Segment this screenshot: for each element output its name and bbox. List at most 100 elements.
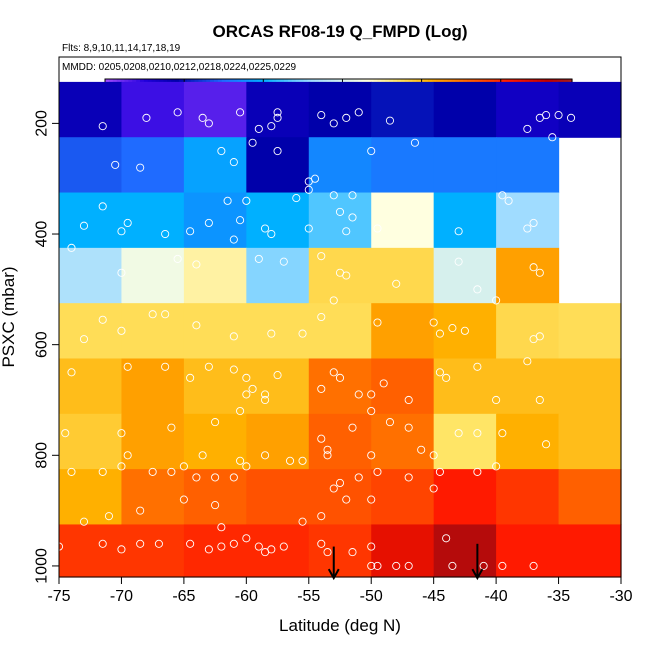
x-tick-label: -35 [547,588,570,605]
observation-point [229,365,238,374]
observation-point [310,174,320,183]
observation-point [317,539,326,548]
heatmap-cell [558,413,622,470]
observation-point [161,362,170,371]
heatmap-cell [246,81,310,138]
observation-point [385,116,395,125]
observation-point [186,539,195,548]
y-tick-label: 800 [34,442,51,469]
observation-point [236,456,245,465]
heatmap-cell [246,247,310,304]
observation-point [323,548,332,557]
observation-point [117,227,126,236]
observation-point [229,235,238,244]
heatmap-cells [59,81,622,578]
heatmap-cell [183,413,247,470]
x-axis: -75 -70 -65 -60 -55 -50 -45 -40 -35 -30 [47,577,633,605]
observation-point [404,395,413,405]
observation-point [148,467,157,476]
observation-point [498,191,507,200]
observation-point [142,113,151,122]
heatmap-cell [308,358,372,415]
observation-point [454,429,463,438]
observation-point [117,326,126,335]
heatmap-cell [433,358,497,415]
heatmap-cell [371,137,435,194]
y-tick-label: 600 [34,331,51,358]
observation-point [285,456,295,465]
heatmap-cell [183,303,247,360]
observation-point [123,362,132,371]
observation-point [385,418,395,427]
observation-point [367,451,376,460]
heatmap-cell [433,137,497,194]
observation-point [529,561,538,570]
x-tick-label: -30 [609,588,632,605]
observation-point [198,451,207,460]
observation-point [242,390,251,399]
heatmap-cell [371,469,435,526]
observation-point [473,285,482,294]
observation-point [67,368,76,377]
x-axis-label: Latitude (deg N) [279,616,401,635]
heatmap-cell [371,413,435,470]
heatmap-cell [59,303,123,360]
heatmap-cell [496,358,560,415]
observation-point [217,542,226,551]
heatmap-cell [371,81,435,138]
observation-point [98,122,107,131]
heatmap-cell [121,469,185,526]
observation-point [335,207,345,216]
heatmap-cell [183,524,247,578]
observation-point [329,191,338,200]
observation-point [348,191,357,200]
observation-point [473,467,482,476]
heatmap-cell [246,469,310,526]
observation-point [404,473,413,482]
flights-label: Flts: 8,9,10,11,14,17,18,19 [62,43,181,54]
heatmap-cell [371,358,435,415]
observation-point [429,318,438,327]
observation-point [542,440,551,449]
observation-point [192,473,201,482]
observation-point [504,196,513,205]
observation-point [186,227,195,236]
observation-points [54,108,576,570]
heatmap-cell [59,358,123,415]
observation-point [248,138,257,147]
observation-point [410,138,419,147]
x-tick-label: -75 [47,588,70,605]
observation-point [479,561,488,570]
heatmap-cell [121,303,185,360]
observation-point [329,296,338,305]
heatmap-cell [308,303,372,360]
observation-point [229,473,238,482]
y-tick-label: 200 [34,110,51,137]
observation-point [304,224,313,233]
y-tick-label: 400 [34,221,51,248]
heatmap-cell [121,247,185,304]
observation-point [342,227,351,236]
observation-point [317,312,326,322]
observation-point [279,257,288,266]
observation-point [242,462,251,471]
observation-point [535,395,544,405]
observation-point [435,368,444,377]
observation-point [273,371,282,380]
observation-point [267,122,276,131]
observation-point [317,252,326,261]
observation-point [173,254,182,263]
observation-point [111,160,120,169]
observation-point [323,445,332,454]
observation-point [442,534,451,543]
observation-point [367,406,376,416]
observation-point [167,467,176,476]
plot-frame [58,56,622,578]
observation-point [273,108,282,117]
observation-point [261,390,270,399]
observation-point [523,124,532,133]
observation-point [342,271,351,280]
observation-point [392,279,401,288]
observation-point [117,268,126,277]
